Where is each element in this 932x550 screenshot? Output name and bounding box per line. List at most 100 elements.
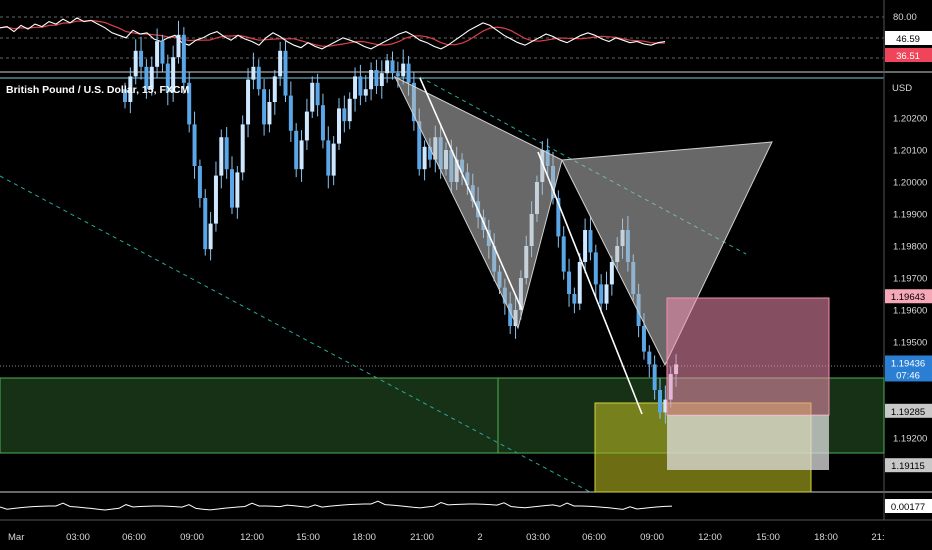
- candle-body: [208, 223, 213, 250]
- oscillator-tag: [885, 48, 932, 62]
- candle-body: [219, 137, 224, 176]
- candle-body: [197, 166, 202, 198]
- time-tick-label: 15:00: [296, 532, 320, 543]
- candle-body: [315, 82, 320, 106]
- candle-body: [149, 66, 154, 90]
- candle-body: [176, 34, 181, 58]
- price-tag: [885, 458, 932, 473]
- candle-body: [379, 73, 384, 86]
- time-tick-label: 12:00: [698, 532, 722, 543]
- candle-body: [390, 60, 395, 74]
- candle-body: [363, 89, 368, 96]
- time-tick-label: 21:: [871, 532, 884, 543]
- time-tick-label: 12:00: [240, 532, 264, 543]
- candle-body: [593, 252, 598, 285]
- oscillator-signal-line: [0, 19, 666, 47]
- candle-body: [262, 89, 267, 125]
- candle-body: [556, 198, 561, 237]
- oscillator-tag-label: 36.51: [896, 51, 920, 62]
- candle-body: [369, 70, 374, 90]
- price-tag-countdown: 07:46: [896, 370, 920, 381]
- candle-body: [331, 143, 336, 176]
- trend-line-1: [419, 77, 523, 311]
- time-tick-label: 18:00: [352, 532, 376, 543]
- candle-body: [235, 172, 240, 208]
- time-tick-label: 18:00: [814, 532, 838, 543]
- candle-body: [658, 390, 662, 413]
- candle-body: [203, 198, 208, 250]
- candle-body: [139, 50, 144, 67]
- candle-body: [572, 294, 577, 304]
- candle-body: [358, 76, 363, 96]
- time-tick-label: 15:00: [756, 532, 780, 543]
- candle-body: [422, 146, 427, 170]
- candle-body: [278, 50, 283, 77]
- candle-body: [171, 57, 176, 93]
- candle-body: [406, 63, 411, 83]
- candle-body: [385, 60, 390, 74]
- candle-body: [663, 399, 668, 413]
- candle-body: [320, 105, 325, 141]
- price-tag: [885, 355, 932, 382]
- candle-body: [508, 303, 513, 326]
- candle-body: [647, 351, 652, 365]
- candle-body: [310, 82, 315, 112]
- candle-body: [155, 41, 160, 67]
- price-tag: [885, 289, 932, 304]
- price-tag: [885, 403, 932, 418]
- candle-body: [288, 95, 293, 131]
- candle-body: [427, 146, 432, 160]
- price-axis-unit: USD: [892, 83, 912, 94]
- time-tick-label: 09:00: [180, 532, 204, 543]
- candle-body: [240, 124, 245, 173]
- candle-body: [609, 262, 614, 285]
- candle-body: [283, 50, 288, 96]
- candle-body: [583, 230, 588, 262]
- candle-body: [604, 284, 609, 304]
- oscillator-tick-label: 80.00: [893, 12, 917, 23]
- candle-body: [230, 169, 234, 208]
- candle-body: [652, 364, 657, 390]
- candle-body: [588, 230, 593, 253]
- candle-body: [192, 124, 197, 166]
- harmonic-triangle-1: [393, 75, 563, 330]
- candle-body: [337, 108, 341, 144]
- time-tick-label: 06:00: [122, 532, 146, 543]
- candle-body: [353, 76, 358, 99]
- price-tick-label: 1.20000: [893, 178, 927, 189]
- time-tick-label: 21:00: [410, 532, 434, 543]
- price-tag-label: 1.19436: [891, 358, 925, 369]
- candle-body: [374, 70, 379, 86]
- candle-body: [181, 34, 186, 83]
- price-tick-label: 1.19700: [893, 274, 927, 285]
- volume-indicator-line: [0, 500, 673, 511]
- price-tick-label: 1.20100: [893, 146, 927, 157]
- price-tick-label: 1.19800: [893, 242, 927, 253]
- time-tick-label: 06:00: [582, 532, 606, 543]
- candle-body: [342, 108, 347, 122]
- candle-body: [213, 175, 218, 224]
- time-tick-label: 03:00: [66, 532, 90, 543]
- candle-body: [246, 79, 251, 125]
- candle-body: [326, 140, 331, 176]
- time-tick-label: 2: [477, 532, 482, 543]
- time-tick-label: Mar: [8, 532, 24, 543]
- candle-body: [160, 41, 165, 64]
- price-tick-label: 1.19600: [893, 306, 927, 317]
- candle-body: [299, 140, 304, 170]
- candle-body: [133, 50, 138, 77]
- candle-body: [267, 102, 272, 125]
- stop-loss-zone: [666, 297, 830, 416]
- symbol-title: British Pound / U.S. Dollar, 15, FXCM: [6, 84, 189, 96]
- candle-body: [144, 66, 149, 90]
- oscillator-tag-label: 46.59: [896, 34, 920, 45]
- take-profit-zone: [667, 415, 829, 470]
- candle-body: [123, 89, 127, 102]
- candle-body: [165, 63, 170, 93]
- candle-body: [599, 284, 604, 304]
- trend-line-2: [537, 151, 643, 415]
- candle-body: [401, 63, 406, 77]
- price-tick-label: 1.19500: [893, 338, 927, 349]
- candle-body: [256, 66, 261, 90]
